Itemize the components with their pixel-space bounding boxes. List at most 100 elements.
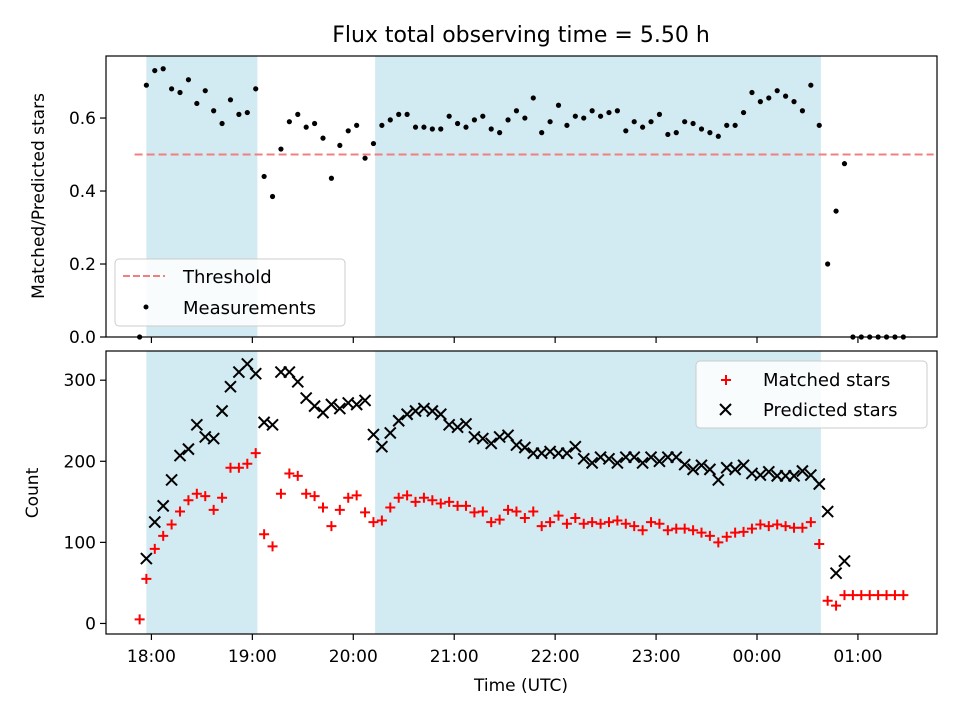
matched-star-point <box>654 518 665 529</box>
matched-star-point <box>158 530 169 541</box>
matched-star-point <box>746 523 757 534</box>
matched-star-point <box>797 522 808 533</box>
matched-star-point <box>587 517 598 528</box>
matched-star-point <box>561 518 572 529</box>
predicted-star-point <box>308 399 321 413</box>
predicted-star-point <box>695 459 708 472</box>
predicted-star-point <box>426 404 439 418</box>
y-tick-label: 0 <box>85 614 96 634</box>
measurement-point <box>471 117 477 123</box>
matched-star-point <box>477 506 488 517</box>
matched-star-point <box>318 502 329 513</box>
measurement-point <box>816 122 822 128</box>
top-observing-bands <box>146 56 821 337</box>
matched-star-point <box>578 518 589 529</box>
predicted-star-point <box>215 404 229 418</box>
measurement-point <box>211 108 217 114</box>
predicted-stars-points <box>140 357 851 580</box>
predicted-legend-swatch <box>719 403 732 416</box>
matched-star-point <box>755 519 766 530</box>
matched-star-point <box>822 595 833 606</box>
matched-star-point <box>292 470 303 481</box>
measurement-point <box>429 126 435 132</box>
measurement-point <box>783 93 789 99</box>
measurements-legend-label: Measurements <box>183 298 316 319</box>
predicted-star-point <box>367 428 380 441</box>
matched-star-point <box>570 513 581 524</box>
y-tick-label: 0.2 <box>69 255 96 275</box>
predicted-star-point <box>140 552 153 565</box>
measurement-point <box>606 109 612 116</box>
measurement-point <box>269 193 276 200</box>
measurement-point <box>682 119 688 125</box>
matched-star-point <box>233 462 244 473</box>
matched-star-point <box>267 541 278 552</box>
top-x-tick-marks <box>150 337 859 343</box>
measurement-point <box>707 130 713 136</box>
measurement-point <box>202 88 208 94</box>
predicted-star-point <box>754 468 767 482</box>
matched-star-point <box>831 600 842 611</box>
measurement-points <box>137 66 906 340</box>
predicted-star-point <box>266 418 279 431</box>
matched-star-point <box>376 515 387 526</box>
predicted-star-point <box>703 463 717 476</box>
predicted-star-point <box>644 451 658 464</box>
measurement-point <box>337 142 343 149</box>
bottom-y-axis: 0 100 200 300 <box>64 371 106 634</box>
measurement-point <box>799 108 806 114</box>
x-tick-label: 21:00 <box>430 647 479 667</box>
matched-star-point <box>343 492 354 503</box>
bottom-plot-frame <box>105 350 938 635</box>
measurement-point <box>143 82 149 88</box>
matched-stars-points <box>134 448 909 625</box>
measurement-point <box>791 99 797 105</box>
matched-star-point <box>301 488 312 499</box>
predicted-star-point <box>434 408 447 421</box>
measurement-point <box>379 122 385 128</box>
predicted-star-point <box>829 566 843 580</box>
measurement-point <box>841 161 848 167</box>
measurement-point <box>539 130 545 136</box>
matched-star-point <box>536 521 547 532</box>
matched-star-point <box>688 525 699 536</box>
measurement-point <box>244 109 250 116</box>
matched-star-point <box>662 525 673 536</box>
predicted-star-point <box>653 455 666 468</box>
predicted-star-point <box>611 456 624 470</box>
measurement-point <box>454 120 461 127</box>
measurement-point <box>825 261 831 267</box>
matched-star-point <box>738 526 749 537</box>
measurement-point <box>623 128 629 134</box>
predicted-star-point <box>762 465 775 479</box>
chart-title: Flux total observing time = 5.50 h <box>332 23 710 48</box>
matched-star-point <box>360 507 371 518</box>
predicted-star-point <box>459 417 473 431</box>
matched-star-point <box>511 506 522 517</box>
measurement-point <box>749 89 755 96</box>
matched-star-point <box>856 590 867 601</box>
matched-star-point <box>334 504 345 515</box>
predicted-star-point <box>325 398 338 411</box>
matched-star-point <box>789 522 800 533</box>
matched-star-point <box>713 537 724 548</box>
predicted-star-point <box>678 458 691 471</box>
measurement-point <box>480 113 486 119</box>
matched-star-point <box>889 590 900 601</box>
matched-star-point <box>494 514 505 525</box>
top-plot-frame <box>105 55 938 338</box>
bottom-observing-bands <box>146 351 821 634</box>
predicted-star-point <box>787 469 801 483</box>
predicted-star-point <box>156 499 170 513</box>
measurement-point <box>362 155 368 161</box>
matched-star-point <box>772 519 783 530</box>
bottom-x-axis: 18:00 19:00 20:00 21:00 22:00 23:00 00:00 01:00 <box>127 634 882 667</box>
top-legend-box <box>114 258 346 327</box>
matched-star-point <box>612 515 623 526</box>
predicted-star-point <box>333 402 347 415</box>
predicted-star-point <box>686 463 700 476</box>
matched-star-point <box>309 491 320 502</box>
measurement-point <box>303 124 309 130</box>
y-tick-label: 0.6 <box>69 109 96 129</box>
measurement-point <box>808 82 814 88</box>
